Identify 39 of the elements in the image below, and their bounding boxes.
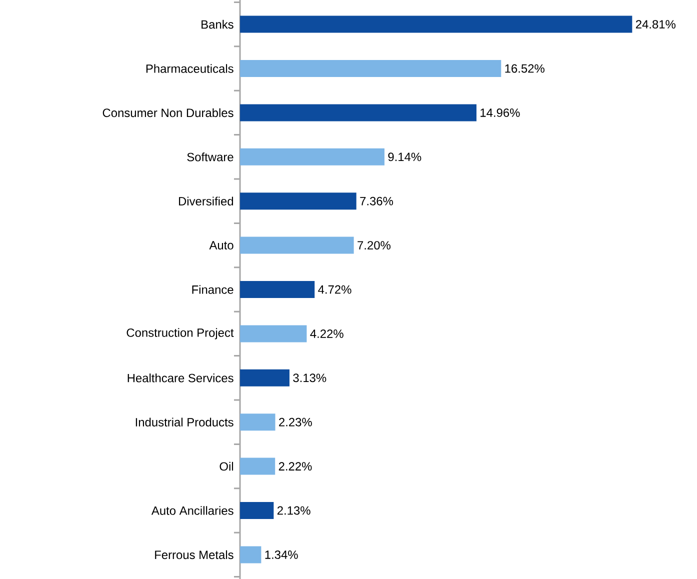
bar	[240, 369, 290, 386]
y-tick-label: Auto	[209, 241, 234, 250]
y-tick-label: Diversified	[178, 196, 234, 206]
bar	[240, 16, 632, 33]
data-label: 24.81%	[636, 20, 676, 29]
y-tick-label: Finance	[192, 285, 234, 294]
data-label: 9.14%	[388, 152, 422, 162]
data-label: 7.20%	[358, 241, 390, 250]
y-tick-label: Banks	[202, 20, 234, 29]
bar	[240, 546, 262, 564]
bar	[240, 236, 354, 254]
data-label: 3.13%	[293, 374, 326, 382]
data-label: 4.72%	[318, 285, 352, 294]
bar	[240, 192, 356, 210]
y-tick-label: Ferrous Metals	[155, 550, 234, 560]
data-label: 2.23%	[279, 418, 312, 426]
bar	[240, 60, 502, 78]
data-label: 2.13%	[277, 506, 310, 515]
data-label: 1.34%	[265, 550, 298, 559]
bar	[240, 104, 476, 122]
bar	[240, 281, 315, 298]
bar	[240, 502, 274, 519]
y-tick-label: Construction Project	[126, 328, 234, 340]
bar	[240, 414, 276, 431]
y-tick-label: Healthcare Services	[128, 374, 234, 382]
y-tick-label: Software	[187, 152, 234, 162]
bar	[240, 325, 307, 342]
data-label: 2.22%	[278, 462, 312, 470]
data-label: 16.52%	[505, 64, 544, 73]
y-tick-label: Oil	[220, 462, 234, 471]
data-label: 14.96%	[480, 108, 520, 117]
y-tick-label: Auto Ancillaries	[151, 506, 234, 515]
y-tick-label: Consumer Non Durables	[102, 108, 234, 118]
bar	[240, 458, 276, 475]
data-label: 7.36%	[360, 196, 394, 206]
bar	[240, 148, 384, 166]
y-tick-label: Industrial Products	[136, 418, 234, 426]
y-tick-label: Pharmaceuticals	[146, 64, 234, 73]
data-label: 4.22%	[310, 329, 344, 338]
